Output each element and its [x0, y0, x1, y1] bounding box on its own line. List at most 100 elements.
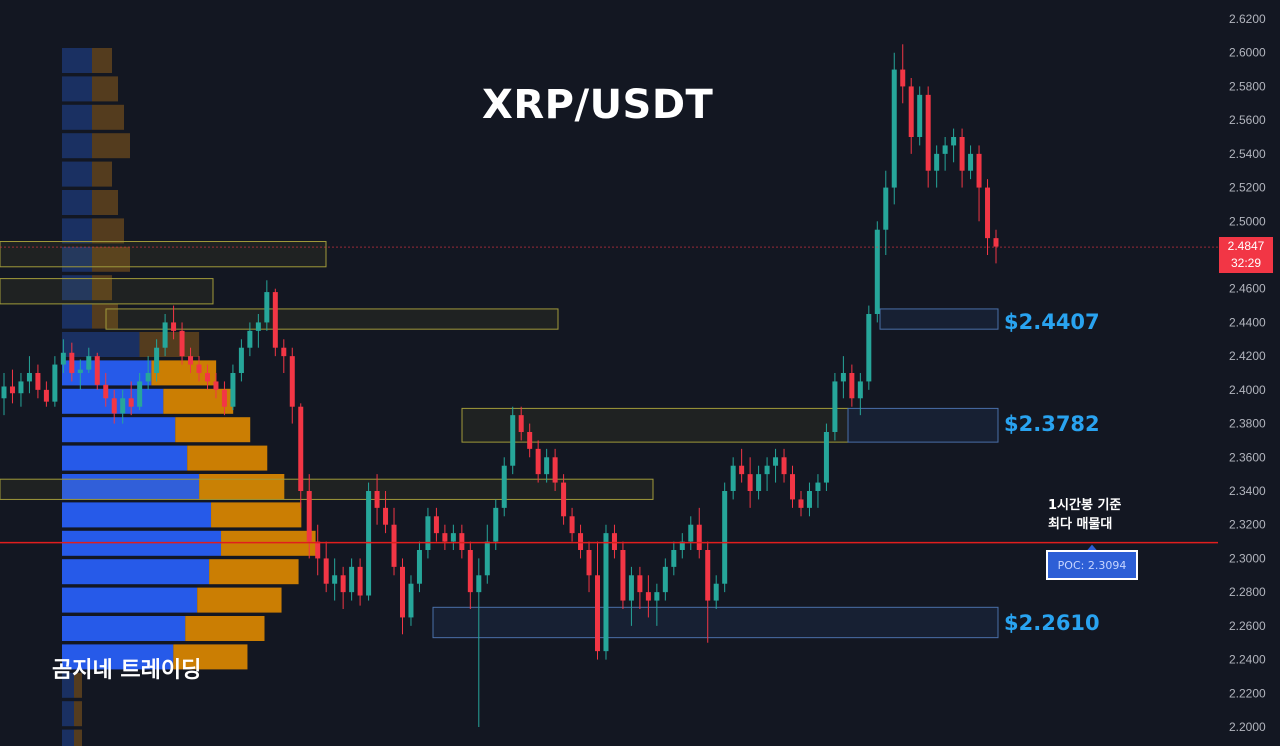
y-tick-label: 2.4400 [1229, 315, 1266, 329]
candle-body [985, 187, 991, 239]
candle-body [730, 465, 736, 491]
candle-body [52, 364, 58, 402]
volume-bar-buy [62, 218, 92, 244]
candle-body [662, 566, 668, 593]
candle-body [968, 153, 974, 171]
zones [0, 241, 999, 639]
volume-bar-buy [62, 104, 92, 130]
candle-body [433, 516, 439, 534]
volume-bar-buy [62, 303, 92, 329]
chart-title: XRP/USDT [482, 82, 714, 128]
volume-bar-sell [185, 616, 265, 641]
candle-body [679, 541, 685, 550]
candle-body [544, 457, 550, 475]
candle-body [425, 516, 431, 550]
volume-bar-sell [74, 701, 82, 727]
candle-body [1, 386, 7, 399]
candles [1, 44, 999, 727]
y-tick-label: 2.5800 [1229, 79, 1266, 93]
y-tick-label: 2.3000 [1229, 551, 1266, 565]
volume-bar-buy [62, 133, 92, 159]
y-tick-label: 2.5200 [1229, 181, 1266, 195]
candle-body [688, 524, 694, 542]
poc-pointer-icon [1086, 544, 1098, 552]
volume-bar-buy [62, 48, 92, 73]
candle-body [18, 381, 24, 394]
supply-zone [0, 241, 327, 268]
volume-bar-sell [197, 587, 282, 613]
volume-bar-sell [74, 672, 82, 698]
volume-bar-sell [92, 218, 124, 244]
candle-body [9, 386, 15, 394]
y-tick-label: 2.5600 [1229, 113, 1266, 127]
y-tick-label: 2.2600 [1229, 619, 1266, 633]
candle-body [874, 229, 880, 314]
candle-body [255, 322, 261, 331]
candle-body [739, 465, 745, 475]
candle-body [586, 550, 592, 576]
candle-body [77, 369, 83, 373]
poc-note-line2: 최다 매물대 [1048, 517, 1113, 532]
y-tick-label: 2.3200 [1229, 518, 1266, 532]
candle-body [459, 533, 465, 550]
poc-badge: POC: 2.3094 [1046, 550, 1138, 580]
demand-zone [847, 407, 999, 443]
candle-body [340, 575, 346, 593]
candle-body [569, 516, 575, 534]
candle-body [798, 499, 804, 508]
candle-body [603, 533, 609, 652]
y-axis: 2.2000 2.2200 2.2400 2.2600 2.2800 2.3000 2.32… [1229, 12, 1266, 734]
candle-body [773, 457, 779, 466]
y-tick-label: 2.6000 [1229, 46, 1266, 60]
candle-body [832, 381, 838, 432]
candle-body [188, 356, 194, 365]
supply-zone [105, 308, 559, 330]
candle-body [925, 94, 931, 171]
candle-body [645, 592, 651, 601]
candle-body [891, 69, 897, 188]
volume-bar-buy [62, 701, 74, 727]
volume-bar-buy [62, 559, 210, 585]
level-label-2-2610: $2.2610 [1004, 611, 1100, 635]
supply-zone [0, 278, 214, 305]
candle-body [281, 347, 287, 357]
volume-bar-sell [92, 104, 124, 130]
candle-body [416, 550, 422, 584]
volume-bar-sell [92, 161, 112, 187]
candle-body [493, 507, 499, 542]
volume-bar-buy [62, 445, 188, 471]
y-tick-label: 2.4200 [1229, 349, 1266, 363]
candle-body [713, 583, 719, 601]
candle-body [527, 432, 533, 449]
candle-body [69, 352, 75, 373]
volume-bar-sell [199, 474, 285, 499]
candle-body [705, 550, 711, 601]
candle-body [993, 238, 999, 247]
candle-body [535, 448, 541, 475]
demand-zone [879, 308, 999, 330]
candle-body [476, 575, 482, 593]
candle-body [696, 524, 702, 550]
supply-zone [0, 478, 654, 500]
candle-body [374, 491, 380, 508]
poc-note: 1시간봉 기준 최다 매물대 [1048, 496, 1121, 534]
candle-body [289, 356, 295, 407]
candle-body [298, 406, 304, 491]
volume-bar-sell [175, 417, 251, 443]
candle-body [806, 491, 812, 508]
candle-body [815, 482, 821, 491]
volume-bar-sell [74, 729, 82, 746]
volume-bar-buy [62, 161, 92, 187]
volume-bar-sell [187, 445, 268, 471]
candle-body [942, 145, 948, 154]
candle-body [976, 153, 982, 188]
candle-body [306, 491, 312, 542]
candle-body [561, 482, 567, 517]
current-price-value: 2.4847 [1227, 239, 1265, 253]
candle-body [900, 69, 906, 87]
candle-body [137, 381, 143, 407]
candle-body [128, 398, 134, 407]
candle-body [323, 558, 329, 584]
y-tick-label: 2.3600 [1229, 450, 1266, 464]
